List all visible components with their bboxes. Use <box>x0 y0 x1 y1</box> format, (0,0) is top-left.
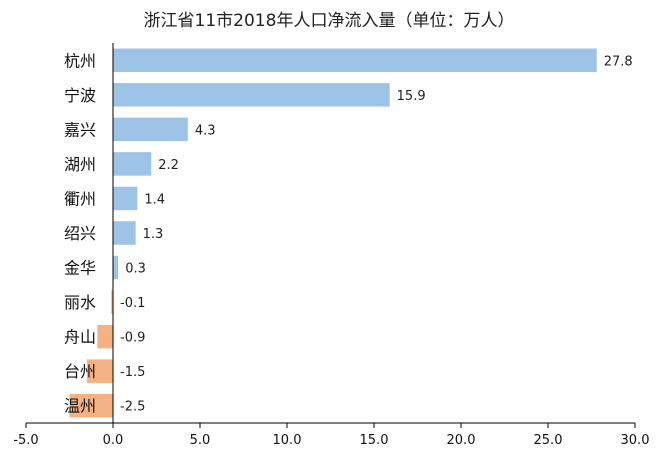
data-label: 2.2 <box>158 158 179 173</box>
category-label: 杭州 <box>64 51 96 70</box>
x-tick-label: 20.0 <box>447 433 476 448</box>
bar-衢州 <box>113 186 138 211</box>
category-label: 丽水 <box>64 293 96 312</box>
category-label: 嘉兴 <box>64 120 96 139</box>
bar-舟山 <box>97 324 113 349</box>
bar-金华 <box>113 255 119 280</box>
bar-绍兴 <box>113 221 136 245</box>
bar-温州 <box>69 393 113 418</box>
bar-丽水 <box>111 290 113 314</box>
data-label: -0.1 <box>120 296 145 311</box>
category-label: 绍兴 <box>64 224 96 243</box>
data-label: 4.3 <box>195 123 216 138</box>
category-label: 台州 <box>64 362 96 381</box>
x-tick-label: 30.0 <box>621 433 650 448</box>
data-label: 1.4 <box>144 192 165 207</box>
category-label: 舟山 <box>64 328 96 347</box>
category-label: 金华 <box>64 259 96 278</box>
data-label: 0.3 <box>125 262 146 277</box>
x-tick-label: 10.0 <box>273 433 302 448</box>
category-label: 湖州 <box>64 155 96 174</box>
data-label: -1.5 <box>120 365 145 380</box>
x-tick-label: 5.0 <box>190 433 211 448</box>
bar-杭州 <box>113 48 597 73</box>
bar-嘉兴 <box>113 117 188 142</box>
bar-湖州 <box>113 152 152 176</box>
bar-台州 <box>86 359 113 383</box>
data-label: 15.9 <box>397 89 426 104</box>
x-tick-label: 15.0 <box>360 433 389 448</box>
category-label: 衢州 <box>64 189 96 208</box>
data-label: 27.8 <box>604 54 633 69</box>
x-tick-label: 0.0 <box>103 433 124 448</box>
x-tick-label: -5.0 <box>13 433 38 448</box>
category-label: 温州 <box>64 397 96 416</box>
data-label: -2.5 <box>120 400 145 415</box>
data-label: 1.3 <box>143 227 164 242</box>
bar-宁波 <box>113 83 390 107</box>
chart-title: 浙江省11市2018年人口净流入量（单位：万人） <box>144 11 515 31</box>
x-tick-label: 25.0 <box>534 433 563 448</box>
category-label: 宁波 <box>64 86 96 105</box>
data-label: -0.9 <box>120 331 145 346</box>
